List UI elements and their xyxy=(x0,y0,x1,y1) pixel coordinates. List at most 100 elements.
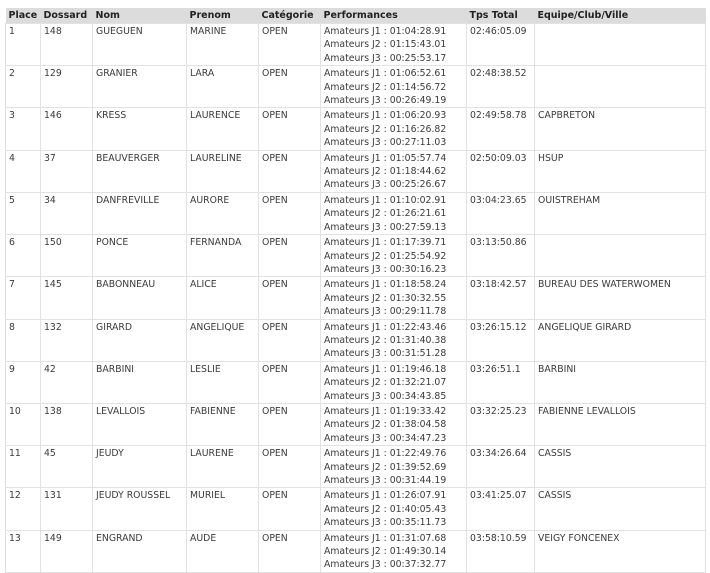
dossard-cell: 42 xyxy=(40,360,93,404)
table-row: 4 37 BEAUVERGER LAURELINE OPEN Amateurs J1 : … xyxy=(5,149,706,193)
equipe-cell: VEIGY FONCENEX xyxy=(534,529,706,573)
tps-total-cell: 03:26:51.1 xyxy=(466,360,535,404)
header-row: Place Dossard Nom Prenom Catégorie Perfo… xyxy=(5,8,706,24)
performances-cell: Amateurs J1 : 01:17:39.71 Amateurs J2 : 0… xyxy=(320,234,467,278)
equipe-cell: CASSIS xyxy=(534,445,706,489)
header-nom[interactable]: Nom xyxy=(92,8,187,24)
equipe-cell: BUREAU DES WATERWOMEN xyxy=(534,276,706,320)
performances-cell: Amateurs J1 : 01:26:07.91 Amateurs J2 : 0… xyxy=(320,487,467,531)
tps-total-cell: 02:46:05.09 xyxy=(466,22,535,67)
place-cell: 2 xyxy=(5,65,41,109)
nom-cell: JEUDY ROUSSEL xyxy=(92,487,187,531)
performance-line: Amateurs J2 : 01:14:56.72 xyxy=(324,81,447,93)
performance-line: Amateurs J1 : 01:18:58.24 xyxy=(324,279,447,291)
performance-line: Amateurs J1 : 01:06:20.93 xyxy=(324,110,447,122)
performance-line: Amateurs J2 : 01:15:43.01 xyxy=(324,39,447,51)
performance-line: Amateurs J3 : 00:37:32.77 xyxy=(324,559,447,571)
nom-cell: BABONNEAU xyxy=(92,276,187,320)
performance-line: Amateurs J3 : 00:27:11.03 xyxy=(324,137,447,149)
place-cell: 1 xyxy=(5,22,41,67)
performance-line: Amateurs J2 : 01:38:04.58 xyxy=(324,419,447,431)
prenom-cell: LAURENCE xyxy=(186,107,259,151)
place-cell: 5 xyxy=(5,191,41,236)
dossard-cell: 138 xyxy=(40,402,93,447)
header-dossard[interactable]: Dossard xyxy=(40,8,93,24)
performance-line: Amateurs J3 : 00:30:16.23 xyxy=(324,263,447,275)
equipe-cell: OUISTREHAM xyxy=(534,191,706,236)
place-cell: 4 xyxy=(5,149,41,193)
categorie-cell: OPEN xyxy=(258,318,321,362)
performance-line: Amateurs J3 : 00:25:53.17 xyxy=(324,52,447,64)
prenom-cell: MURIEL xyxy=(186,487,259,531)
performance-line: Amateurs J2 : 01:32:21.07 xyxy=(324,377,447,389)
performance-line: Amateurs J3 : 00:29:11.78 xyxy=(324,306,447,318)
performance-line: Amateurs J2 : 01:16:26.82 xyxy=(324,123,447,135)
table-row: 13 149 ENGRAND AUDE OPEN Amateurs J1 : 01:31:… xyxy=(5,529,706,573)
dossard-cell: 132 xyxy=(40,318,93,362)
nom-cell: KRESS xyxy=(92,107,187,151)
tps-total-cell: 03:41:25.07 xyxy=(466,487,535,531)
performance-line: Amateurs J1 : 01:06:52.61 xyxy=(324,68,447,80)
header-categorie[interactable]: Catégorie xyxy=(258,8,321,24)
dossard-cell: 34 xyxy=(40,191,93,236)
dossard-cell: 150 xyxy=(40,234,93,278)
header-equipe[interactable]: Equipe/Club/Ville xyxy=(534,8,706,24)
categorie-cell: OPEN xyxy=(258,445,321,489)
place-cell: 12 xyxy=(5,487,41,531)
table-row: 12 131 JEUDY ROUSSEL MURIEL OPEN Amateurs J1 … xyxy=(5,487,706,531)
nom-cell: ENGRAND xyxy=(92,529,187,573)
performance-line: Amateurs J3 : 00:26:49.19 xyxy=(324,95,447,107)
place-cell: 8 xyxy=(5,318,41,362)
categorie-cell: OPEN xyxy=(258,191,321,236)
header-performances[interactable]: Performances xyxy=(320,8,467,24)
categorie-cell: OPEN xyxy=(258,149,321,193)
performances-cell: Amateurs J1 : 01:06:52.61 Amateurs J2 : 0… xyxy=(320,65,467,109)
header-place[interactable]: Place xyxy=(5,8,41,24)
performance-line: Amateurs J1 : 01:04:28.91 xyxy=(324,26,447,37)
tps-total-cell: 03:04:23.65 xyxy=(466,191,535,236)
nom-cell: PONCE xyxy=(92,234,187,278)
header-tps-total[interactable]: Tps Total xyxy=(466,8,535,24)
categorie-cell: OPEN xyxy=(258,107,321,151)
equipe-cell xyxy=(534,65,706,109)
dossard-cell: 131 xyxy=(40,487,93,531)
performances-cell: Amateurs J1 : 01:31:07.68 Amateurs J2 : 0… xyxy=(320,529,467,573)
nom-cell: LEVALLOIS xyxy=(92,402,187,447)
performance-line: Amateurs J2 : 01:49:30.14 xyxy=(324,546,447,558)
performance-line: Amateurs J1 : 01:22:49.76 xyxy=(324,448,447,460)
table-row: 7 145 BABONNEAU ALICE OPEN Amateurs J1 : 01:1… xyxy=(5,276,706,320)
equipe-cell: BARBINI xyxy=(534,360,706,404)
table-row: 11 45 JEUDY LAURENE OPEN Amateurs J1 : 01:22:… xyxy=(5,445,706,489)
performances-cell: Amateurs J1 : 01:18:58.24 Amateurs J2 : 0… xyxy=(320,276,467,320)
performance-line: Amateurs J1 : 01:26:07.91 xyxy=(324,490,447,502)
prenom-cell: ANGELIQUE xyxy=(186,318,259,362)
performance-line: Amateurs J1 : 01:31:07.68 xyxy=(324,532,447,544)
dossard-cell: 145 xyxy=(40,276,93,320)
performance-line: Amateurs J3 : 00:31:44.19 xyxy=(324,475,447,486)
place-cell: 9 xyxy=(5,360,41,404)
tps-total-cell: 03:34:26.64 xyxy=(466,445,535,489)
performance-line: Amateurs J1 : 01:05:57.74 xyxy=(324,152,447,164)
dossard-cell: 45 xyxy=(40,445,93,489)
performance-line: Amateurs J1 : 01:17:39.71 xyxy=(324,237,447,249)
dossard-cell: 129 xyxy=(40,65,93,109)
prenom-cell: AUDE xyxy=(186,529,259,573)
table-row: 8 132 GIRARD ANGELIQUE OPEN Amateurs J1 : 01:… xyxy=(5,318,706,362)
performance-line: Amateurs J3 : 00:27:59.13 xyxy=(324,221,447,233)
nom-cell: BEAUVERGER xyxy=(92,149,187,193)
header-prenom[interactable]: Prenom xyxy=(186,8,259,24)
table-row: 10 138 LEVALLOIS FABIENNE OPEN Amateurs J1 : … xyxy=(5,402,706,447)
performance-line: Amateurs J1 : 01:19:46.18 xyxy=(324,363,447,375)
equipe-cell: CAPBRETON xyxy=(534,107,706,151)
tps-total-cell: 03:58:10.59 xyxy=(466,529,535,573)
performances-cell: Amateurs J1 : 01:22:43.46 Amateurs J2 : 0… xyxy=(320,318,467,362)
performance-line: Amateurs J2 : 01:31:40.38 xyxy=(324,334,447,346)
categorie-cell: OPEN xyxy=(258,276,321,320)
prenom-cell: AURORE xyxy=(186,191,259,236)
performances-cell: Amateurs J1 : 01:04:28.91 Amateurs J2 : 0… xyxy=(320,22,467,67)
performances-cell: Amateurs J1 : 01:19:46.18 Amateurs J2 : 0… xyxy=(320,360,467,404)
nom-cell: DANFREVILLE xyxy=(92,191,187,236)
prenom-cell: LAURENE xyxy=(186,445,259,489)
equipe-cell: HSUP xyxy=(534,149,706,193)
prenom-cell: LAURELINE xyxy=(186,149,259,193)
